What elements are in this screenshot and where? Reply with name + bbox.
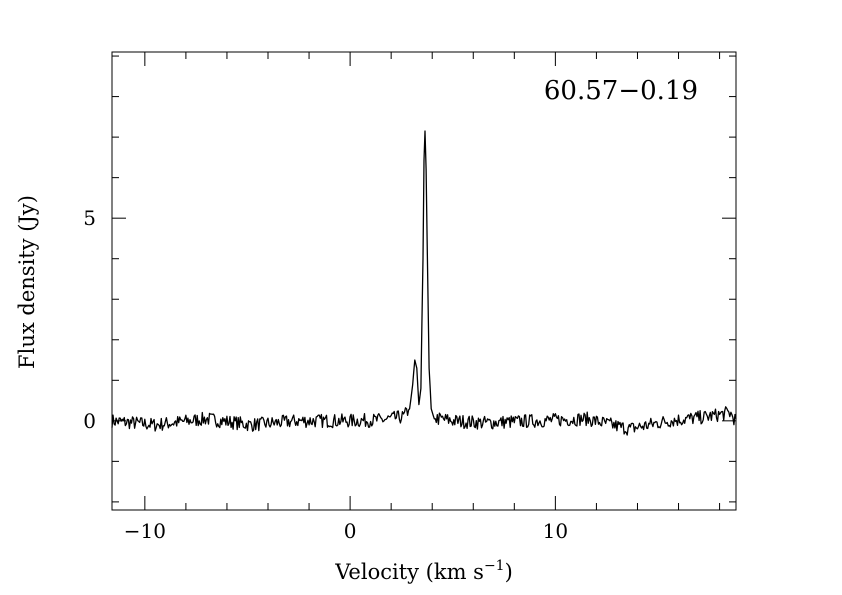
x-tick-label: −10 xyxy=(124,519,166,543)
y-tick-label: 0 xyxy=(83,409,96,433)
x-tick-label: 0 xyxy=(344,519,357,543)
x-tick-label: 10 xyxy=(543,519,568,543)
plot-frame xyxy=(111,51,737,511)
tick-labels: −10 0 10 0 5 xyxy=(83,206,568,543)
x-axis-label: Velocity (km s−1) xyxy=(334,558,513,584)
source-annotation: 60.57−0.19 xyxy=(544,76,698,106)
x-axis-label-close: ) xyxy=(505,560,513,584)
x-axis-label-main: Velocity (km s xyxy=(334,560,484,584)
y-tick-label: 5 xyxy=(83,206,96,230)
y-axis-label: Flux density (Jy) xyxy=(15,195,39,369)
spectrum-line xyxy=(111,130,737,436)
axis-ticks xyxy=(112,52,736,510)
x-axis-label-exponent: −1 xyxy=(484,558,505,574)
